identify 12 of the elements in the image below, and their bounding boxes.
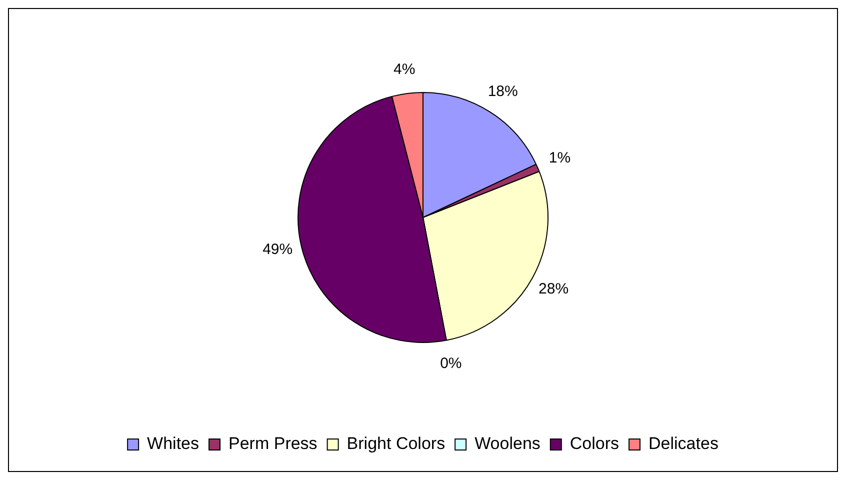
legend-label: Woolens <box>474 434 540 454</box>
legend-label: Bright Colors <box>346 434 446 454</box>
legend-label: Colors <box>570 434 620 454</box>
legend-label: Perm Press <box>228 434 318 454</box>
data-label: 18% <box>488 82 518 100</box>
legend-label: Delicates <box>648 434 718 454</box>
data-label: 49% <box>262 241 293 258</box>
data-label: 1% <box>548 149 571 166</box>
legend-label: Whites <box>147 434 200 454</box>
data-label: 4% <box>393 60 416 78</box>
text: 0% <box>440 355 462 372</box>
data-label: 28% <box>538 280 569 298</box>
